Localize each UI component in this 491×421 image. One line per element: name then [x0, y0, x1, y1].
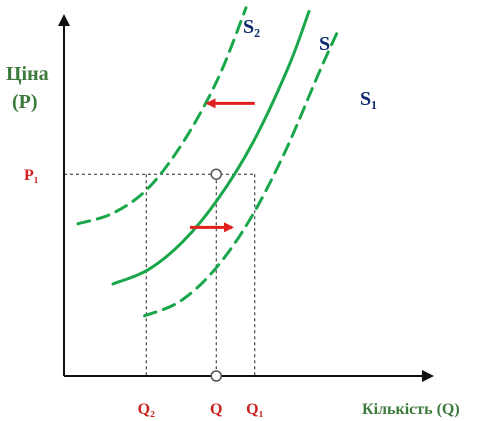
- equilibrium-points: [210, 168, 222, 382]
- quantity-axis-point: [210, 370, 222, 382]
- shift-arrows: [190, 98, 255, 233]
- series-label: S₂: [243, 16, 260, 38]
- equilibrium-point: [210, 168, 222, 180]
- series-label: S: [319, 33, 330, 55]
- series-label: S₁: [360, 88, 377, 110]
- guide-lines: [64, 173, 256, 376]
- supply-curve: [143, 27, 341, 318]
- y-axis-label-line2: (P): [12, 91, 38, 113]
- chart-labels: P₁ Q₂ Q Q₁ S S₂ S₁: [24, 16, 377, 418]
- quantity-tick-label: Q₂: [138, 401, 155, 418]
- supply-curves: [76, 6, 341, 318]
- supply-curve: [76, 6, 248, 226]
- x-axis-label: Кількість (Q): [362, 401, 460, 418]
- supply-curve: [111, 9, 311, 286]
- quantity-tick-label: Q: [210, 401, 222, 418]
- y-axis-label-line1: Ціна: [6, 63, 49, 85]
- price-label-p1: P₁: [24, 167, 39, 184]
- quantity-tick-label: Q₁: [246, 401, 263, 418]
